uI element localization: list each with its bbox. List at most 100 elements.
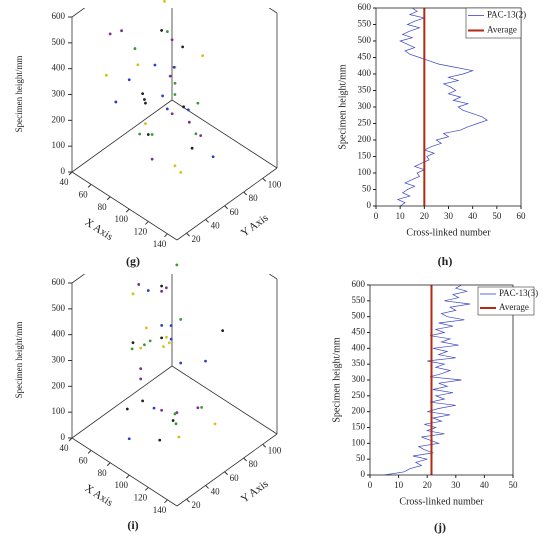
y-tick-label: 80 — [249, 193, 259, 203]
panel: 0 100 200 300 400 500 600 40 60 80 100 120 140 20 40 60… — [14, 0, 282, 268]
point — [186, 108, 190, 112]
y-tick-label: 250 — [358, 118, 372, 128]
point — [160, 289, 164, 293]
x-tick-label: 100 — [115, 214, 129, 224]
point — [181, 45, 185, 49]
x-tick-label: 120 — [134, 493, 148, 503]
x-tick — [68, 171, 73, 176]
y-tick-label: 60 — [230, 207, 240, 217]
point — [175, 263, 179, 267]
point — [194, 132, 198, 136]
legend-label: PAC-13(2) — [487, 10, 526, 20]
y-axis-title: Y Axis — [239, 212, 271, 240]
point — [158, 438, 162, 442]
z-tick-label: 200 — [52, 380, 66, 390]
point — [153, 63, 157, 67]
y-tick-label: 150 — [358, 151, 372, 161]
z-tick-label: 200 — [52, 114, 66, 124]
point — [204, 359, 207, 363]
data-line — [396, 8, 488, 206]
box-edge — [71, 365, 173, 439]
panel-label: (h) — [438, 254, 453, 268]
x-tick — [164, 499, 168, 504]
x-tick — [145, 487, 149, 491]
panel-label: (i) — [127, 518, 138, 532]
x-tick — [125, 474, 130, 479]
legend: PAC-13(3) Average — [477, 286, 538, 316]
point — [131, 292, 135, 296]
y-tick-label: 550 — [352, 295, 366, 305]
z-tick-label: 600 — [52, 11, 66, 21]
point — [152, 406, 156, 410]
y-tick — [262, 177, 267, 182]
point — [179, 361, 183, 365]
z-tick-label: 500 — [52, 37, 66, 47]
point — [127, 78, 131, 82]
y-tick-label: 600 — [358, 2, 372, 12]
x-tick-label: 40 — [60, 443, 70, 453]
point — [177, 435, 181, 439]
x-tick — [125, 208, 130, 213]
point — [125, 407, 129, 411]
y-tick-label: 40 — [211, 220, 221, 230]
point — [171, 419, 175, 422]
y-tick — [186, 498, 190, 503]
x-tick — [87, 450, 92, 454]
point — [131, 341, 135, 345]
box-edge — [176, 167, 278, 241]
point — [137, 283, 141, 286]
x-tick-label: 10 — [394, 480, 404, 490]
legend-box — [477, 286, 535, 316]
panel: 0 10 20 30 40 50 60050100150200250300350400450… — [337, 2, 526, 268]
point — [130, 347, 134, 351]
z-tick-label: 100 — [52, 140, 66, 150]
data-line — [384, 285, 471, 475]
y-tick-label: 400 — [352, 342, 366, 352]
z-tick-label: 0 — [61, 166, 66, 176]
x-tick-label: 30 — [444, 211, 454, 221]
x-tick-label: 50 — [509, 480, 519, 490]
legend-label: PAC-13(3) — [499, 288, 538, 298]
point — [169, 337, 173, 341]
x-tick-label: 80 — [98, 468, 108, 478]
box-edge — [71, 8, 86, 18]
box-edge — [171, 99, 278, 169]
point — [161, 94, 164, 98]
point — [174, 422, 178, 426]
point — [170, 38, 174, 42]
z-tick-label: 400 — [52, 63, 66, 73]
box-edge — [71, 99, 173, 173]
y-tick — [262, 443, 267, 448]
x-tick-label: 50 — [492, 211, 502, 221]
x-tick-label: 80 — [98, 202, 108, 212]
y-tick-label: 550 — [358, 19, 372, 29]
y-tick — [224, 205, 228, 210]
point — [160, 284, 163, 288]
point — [165, 335, 168, 339]
z-axis-title: Specimen height/mm — [14, 322, 24, 399]
y-tick — [224, 471, 228, 476]
y-tick-label: 0 — [367, 200, 372, 210]
x-tick-label: 100 — [115, 480, 129, 490]
x-tick-label: 20 — [423, 480, 433, 490]
legend-box — [465, 7, 522, 39]
y-tick — [243, 191, 248, 196]
point — [141, 92, 145, 95]
point — [133, 47, 137, 50]
y-axis-title: Y Axis — [239, 478, 271, 506]
legend: PAC-13(2) Average — [465, 7, 526, 39]
y-tick-label: 0 — [361, 469, 366, 479]
panel: 0 100 200 300 400 500 600 40 60 80 100 120 140 20 40 60… — [14, 263, 282, 532]
x-tick — [106, 462, 111, 467]
x-tick — [68, 437, 73, 442]
box-edge — [268, 8, 278, 14]
y-tick-label: 350 — [358, 85, 372, 95]
y-tick-label: 100 — [358, 167, 372, 177]
x-tick — [87, 184, 92, 188]
point — [199, 134, 203, 138]
point — [144, 101, 147, 105]
point — [146, 133, 150, 136]
y-tick-label: 80 — [249, 459, 259, 469]
x-tick-label: 10 — [396, 211, 406, 221]
